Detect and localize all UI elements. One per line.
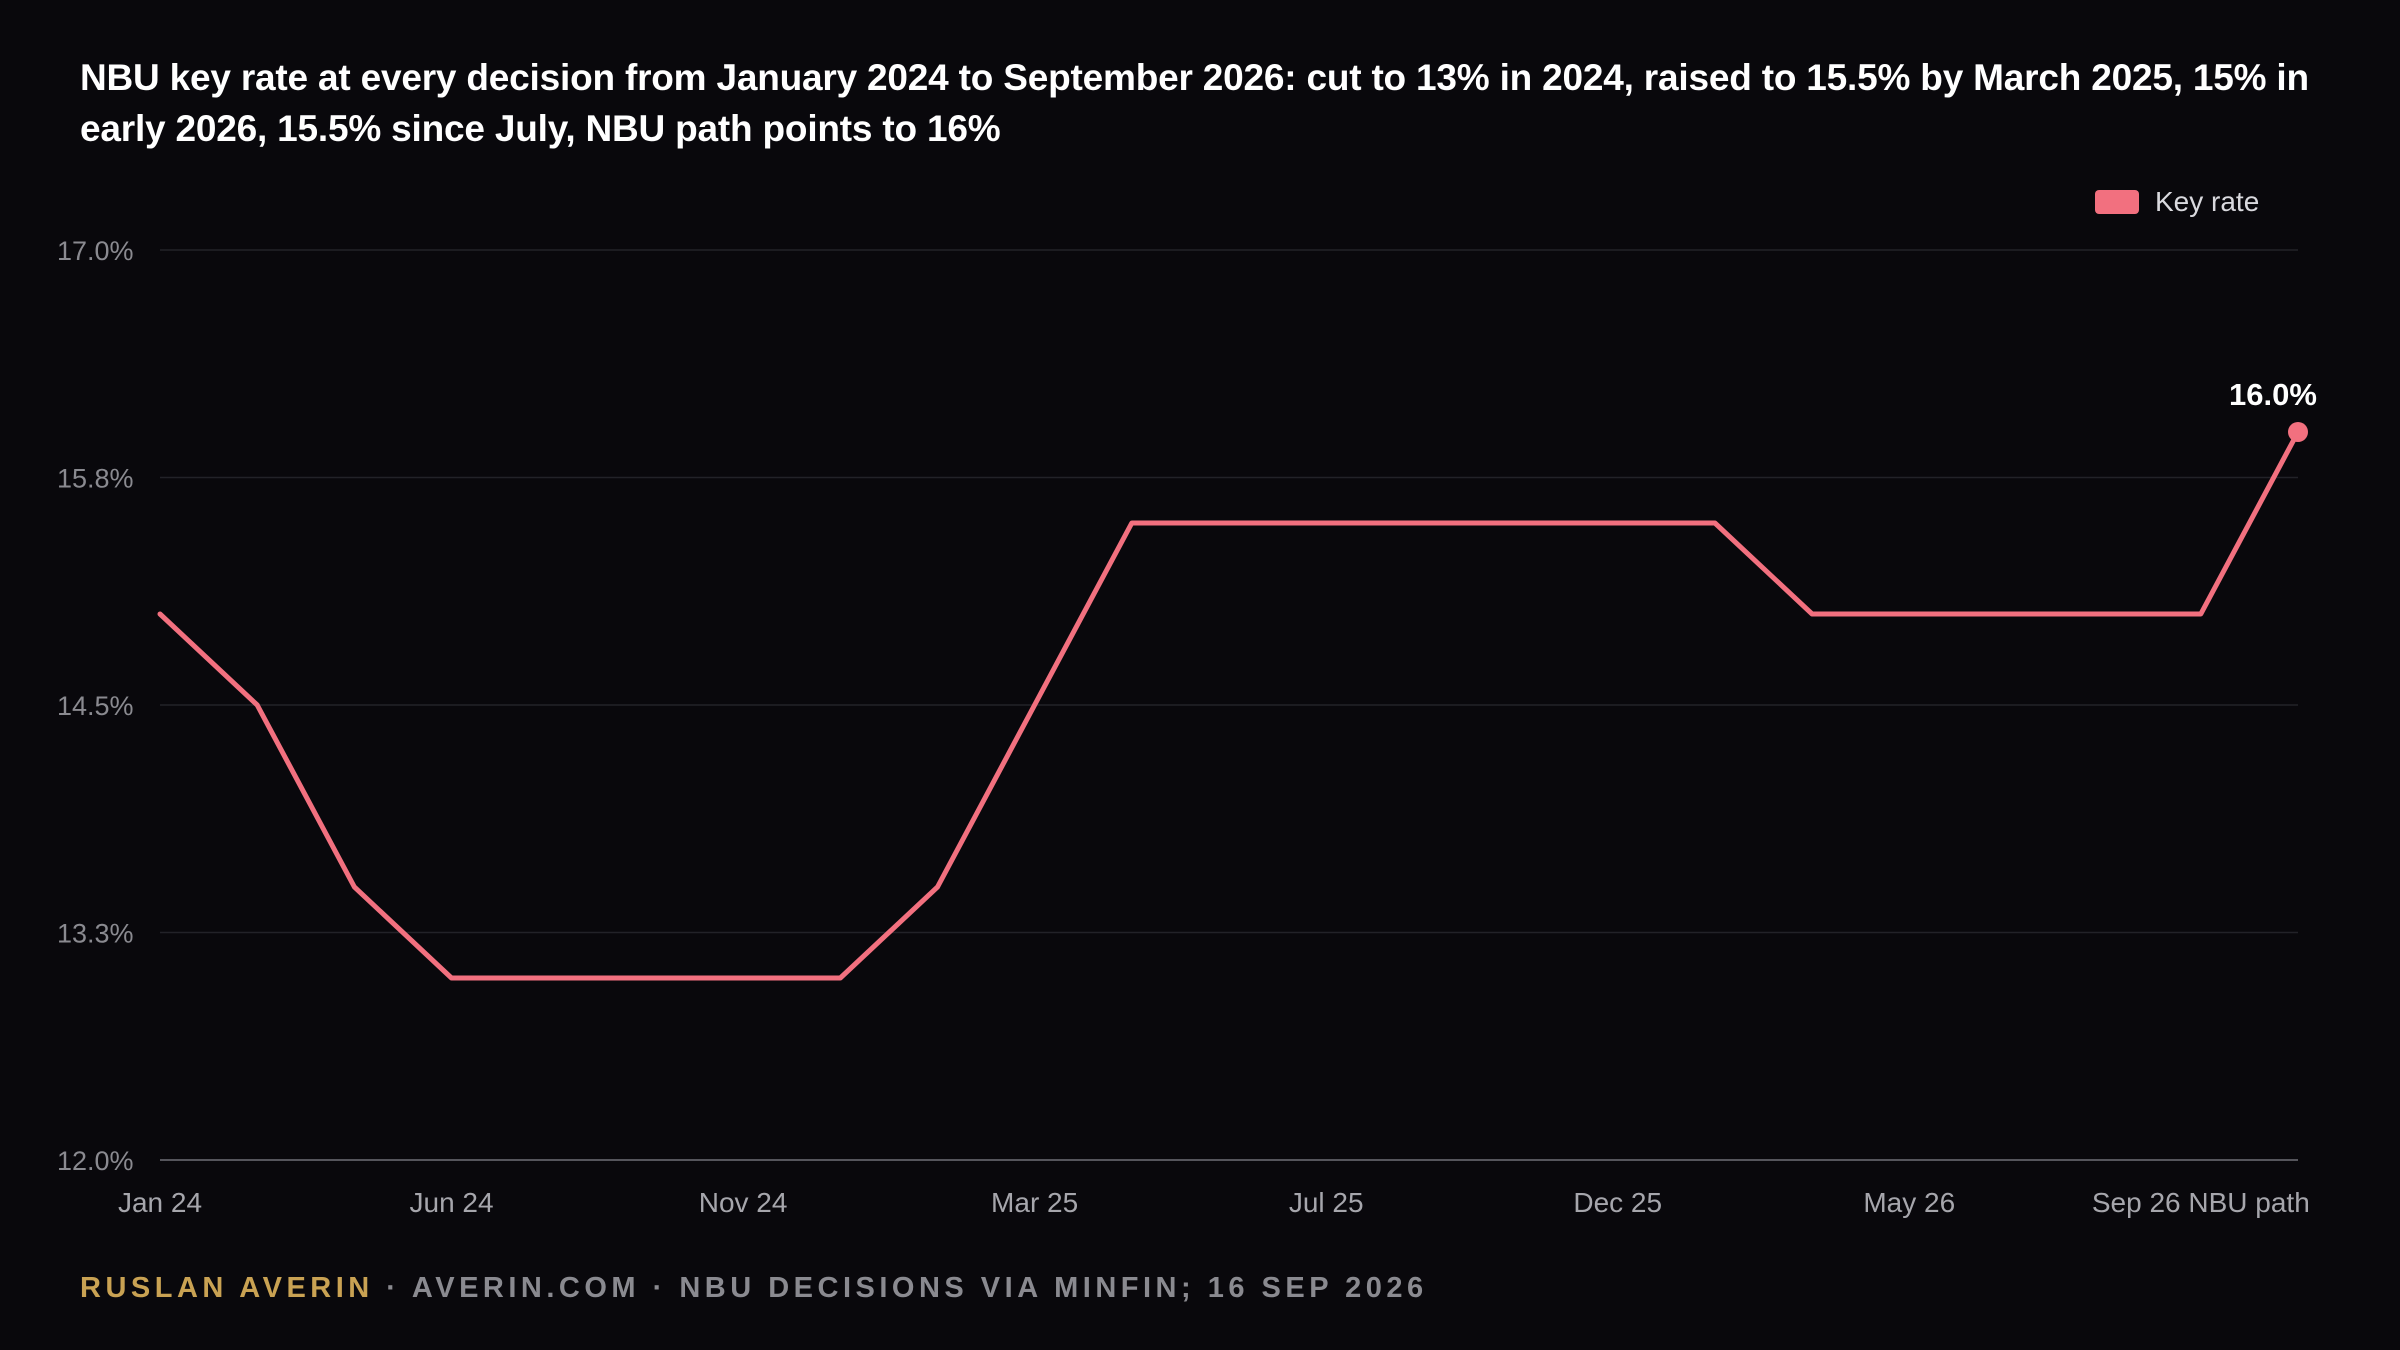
- x-tick-label: Jul 25: [1289, 1187, 1364, 1218]
- annotations: 16.0%: [2229, 377, 2317, 412]
- x-tick-label: Jun 24: [410, 1187, 494, 1218]
- y-tick-label: 15.8%: [57, 464, 134, 494]
- y-tick-label: 13.3%: [57, 919, 134, 949]
- x-axis-tick-labels: Jan 24 Jun 24 Nov 24 Mar 25 Jul 25 Dec 25 May …: [118, 1187, 2310, 1218]
- data-label-last: 16.0%: [2229, 377, 2317, 412]
- x-tick-label: Sep 26 NBU path: [2092, 1187, 2310, 1218]
- legend-swatch-key-rate: [2095, 190, 2139, 214]
- x-tick-label: Mar 25: [991, 1187, 1078, 1218]
- series-line-key-rate: [157, 429, 2301, 981]
- y-axis-tick-labels: 12.0% 13.3% 14.5% 15.8% 17.0%: [57, 236, 134, 1176]
- x-tick-label: Jan 24: [118, 1187, 202, 1218]
- y-tick-label: 14.5%: [57, 691, 134, 721]
- footer-source: · AVERIN.COM · NBU DECISIONS VIA MINFIN;…: [373, 1272, 1428, 1304]
- x-tick-label: May 26: [1863, 1187, 1955, 1218]
- y-tick-label: 17.0%: [57, 236, 134, 266]
- x-tick-label: Dec 25: [1573, 1187, 1662, 1218]
- data-point-last: [2288, 422, 2308, 442]
- y-tick-label: 12.0%: [57, 1146, 134, 1176]
- footer-author: RUSLAN AVERIN: [80, 1272, 374, 1304]
- chart-title: NBU key rate at every decision from Janu…: [80, 57, 2309, 149]
- legend: Key rate: [2095, 186, 2259, 217]
- series-key-rate: [157, 422, 2308, 981]
- x-tick-label: Nov 24: [699, 1187, 788, 1218]
- gridlines: [160, 249, 2298, 1161]
- footer-credit: RUSLAN AVERIN · AVERIN.COM · NBU DECISIO…: [80, 1272, 1428, 1305]
- legend-label-key-rate: Key rate: [2155, 186, 2259, 217]
